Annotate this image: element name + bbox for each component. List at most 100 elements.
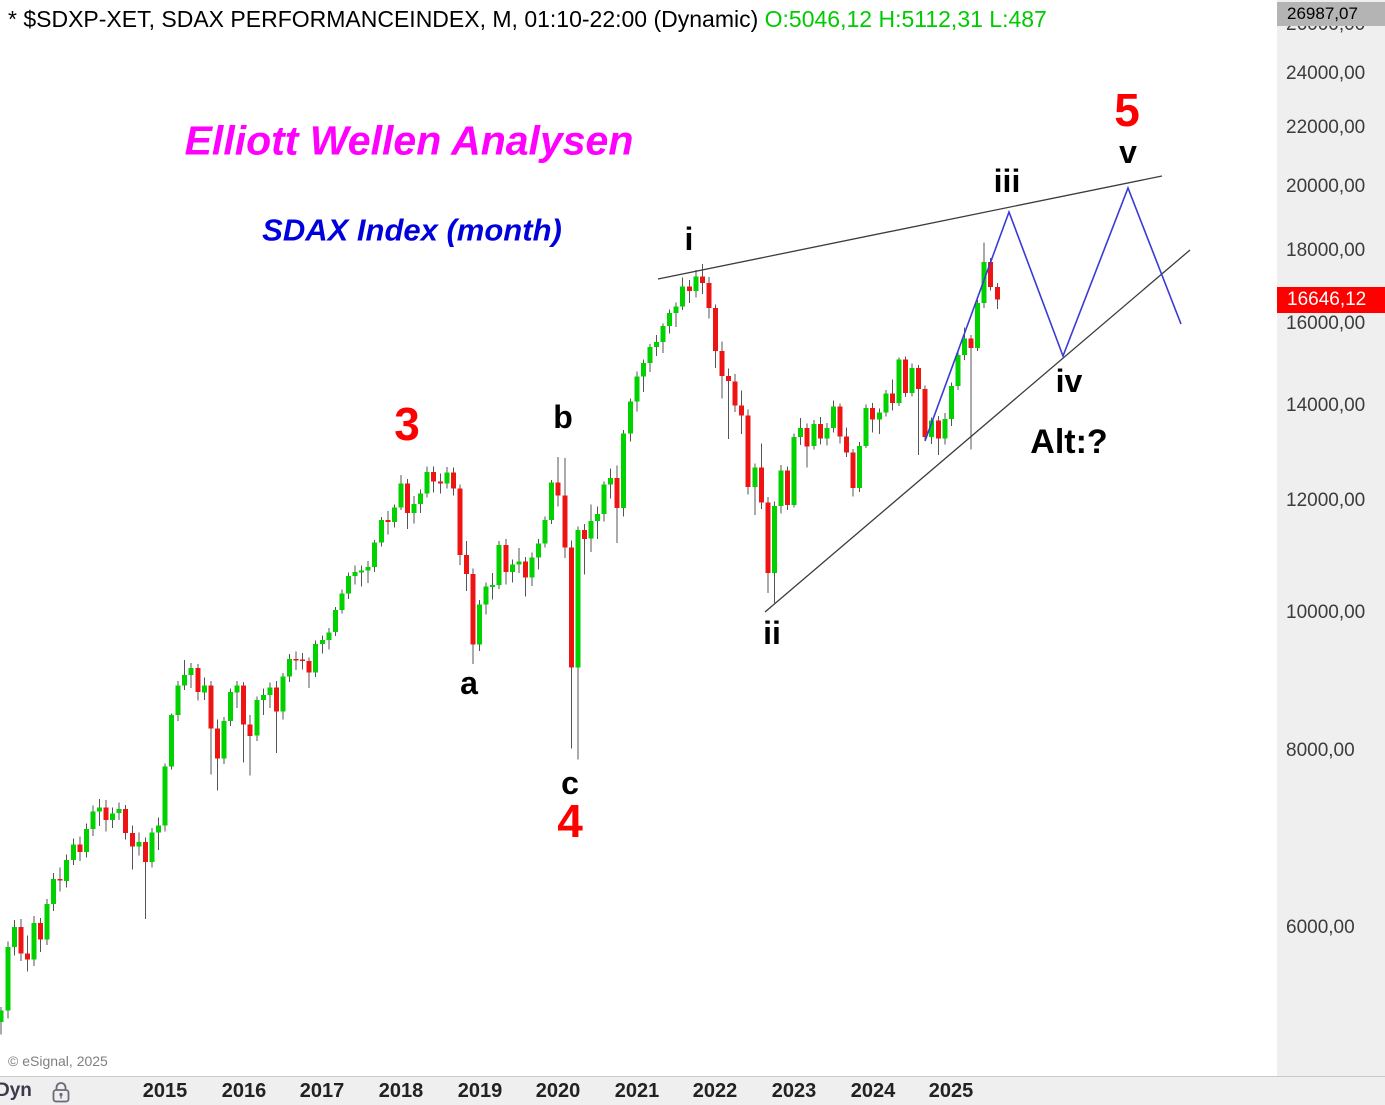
wave-label[interactable]: v [1119,134,1137,170]
trendline[interactable] [764,249,1191,613]
candle-body [24,953,30,960]
price-tick-label: 16000,00 [1286,313,1366,334]
candle-body [889,393,895,404]
trendline[interactable] [657,175,1163,280]
candle-body [214,728,220,759]
candle-body [850,452,856,488]
candle-body [365,567,371,571]
candle-body [673,306,679,313]
year-label: 2020 [535,1080,581,1102]
price-tick-label: 22000,00 [1286,117,1366,138]
wave-projection-line[interactable] [924,185,1182,442]
price-tick-label: 24000,00 [1286,63,1366,84]
candle-body [968,338,974,348]
candle-body [693,276,699,291]
time-axis[interactable]: Dyn 2015 2016 2017 2018 2019 2020 2021 2022 2023… [0,1076,1385,1105]
candlestick-chart[interactable] [0,0,1277,1076]
candle-body [470,574,476,645]
candle-body [909,367,915,394]
candle-body [44,904,50,940]
price-tick-label: 20000,00 [1286,176,1366,197]
candle-body [18,927,24,954]
candle-body [483,586,489,605]
candle-body [804,427,810,447]
candle-body [11,927,17,947]
candle-body [77,844,83,852]
candle-body [568,547,574,668]
year-label: 2025 [928,1080,974,1102]
candle-body [182,675,188,686]
chart-title: * $SDXP-XET, SDAX PERFORMANCEINDEX, M, 0… [8,6,1273,33]
price-tick-label: 12000,00 [1286,490,1366,511]
candle-body [699,276,705,283]
candle-body [758,467,764,503]
wave-label[interactable]: c [561,765,579,801]
candle-body [175,685,181,716]
candle-body [575,530,581,668]
candle-body [300,659,306,662]
candle-body [686,286,692,291]
candle-body [516,561,522,565]
candle-body [667,313,673,326]
chart-title-symbol: * $SDXP-XET, SDAX PERFORMANCEINDEX, M, 0… [8,6,765,32]
candle-body [97,807,102,812]
candle-body [0,1010,4,1023]
wave-label[interactable]: b [553,399,573,435]
candle-body [719,350,725,377]
candle-body [457,488,463,555]
chart-title-ohlc: O:5046,12 H:5112,31 L:487 [764,6,1047,32]
wave-label[interactable]: iv [1055,363,1083,399]
candle-body [306,660,312,673]
candle-body [988,261,994,287]
candle-body [876,412,882,420]
wave-label[interactable]: 5 [1114,84,1140,136]
candle-body [536,543,541,558]
dyn-button[interactable]: Dyn [0,1080,32,1101]
candle-body [634,376,640,402]
candle-body [830,406,836,429]
wave-label[interactable]: i [684,221,694,257]
candle-body [811,424,817,447]
candle-body [621,433,627,508]
candle-body [614,478,620,508]
price-tick-label: 18000,00 [1286,240,1366,261]
candle-body [654,342,659,347]
candle-body [994,287,1000,300]
year-label: 2017 [299,1080,345,1102]
wave-label[interactable]: 3 [394,398,420,450]
candle-body [234,685,240,693]
candle-body [162,766,168,826]
candle-body [477,604,483,645]
candle-body [581,530,587,539]
candle-body [647,346,653,363]
candle-body [313,643,319,673]
candle-body [739,405,745,416]
wave-label[interactable]: Alt:? [1030,423,1108,461]
candle-body [962,338,967,355]
wave-label[interactable]: a [460,665,478,701]
wave-label[interactable]: iii [993,163,1021,199]
candle-body [948,385,954,420]
candle-body [791,436,797,505]
chart-text-label[interactable]: Elliott Wellen Analysen [184,117,634,164]
price-tick-label: 10000,00 [1286,602,1366,623]
candle-body [64,860,70,881]
candle-body [260,695,266,700]
wave-label[interactable]: 4 [557,795,583,847]
candle-body [509,564,515,572]
candle-body [522,561,528,578]
candle-body [70,844,76,861]
candle-body [326,632,332,640]
price-axis[interactable]: 26000,0024000,0022000,0020000,0018000,00… [1277,0,1385,1076]
candle-body [123,809,129,834]
candle-body [424,472,430,494]
candle-body [844,436,849,453]
candle-body [51,878,57,904]
year-label: 2016 [221,1080,267,1102]
wave-label[interactable]: ii [763,615,781,651]
candle-body [359,570,365,573]
candle-body [817,424,823,439]
chart-text-label[interactable]: SDAX Index (month) [262,212,562,248]
candle-body [883,393,889,413]
lock-icon[interactable] [48,1079,74,1105]
